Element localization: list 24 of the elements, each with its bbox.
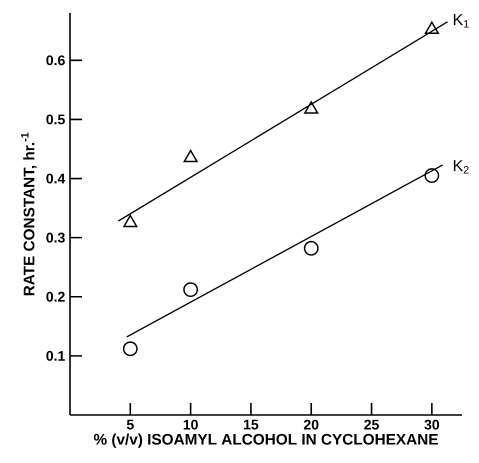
y-tick-label: 0.4 (46, 174, 66, 184)
x-tick-label: 15 (244, 420, 258, 430)
x-tick-label: 30 (424, 420, 440, 430)
point (184, 150, 198, 162)
point (304, 101, 318, 114)
point (183, 282, 198, 298)
y-tick-label: 0.6 (46, 55, 65, 66)
y-tick-label: 0.2 (46, 292, 65, 302)
series-label: K$_{1}$ (454, 14, 469, 28)
x-axis-title: % (v/v) ISOAMYL ALCOHOL IN CYCLOHEXANE (94, 433, 438, 448)
x-tick-label: 5 (126, 420, 134, 430)
series-label: K$_{2}$ (454, 160, 469, 174)
y-tick-label: 0.5 (46, 114, 65, 124)
point (304, 240, 319, 256)
y-tick-label: 0.3 (46, 232, 65, 243)
point (424, 168, 440, 183)
point (424, 21, 439, 34)
x-tick-label: 20 (304, 420, 318, 430)
y-tick-label: 0.1 (46, 350, 65, 361)
x-tick-label: 10 (184, 420, 198, 430)
x-tick-label: 25 (364, 420, 379, 430)
point (123, 214, 138, 228)
point (122, 341, 138, 356)
y-axis-title: RATE CONSTANT, hr.$^{-1}$ (21, 132, 37, 296)
